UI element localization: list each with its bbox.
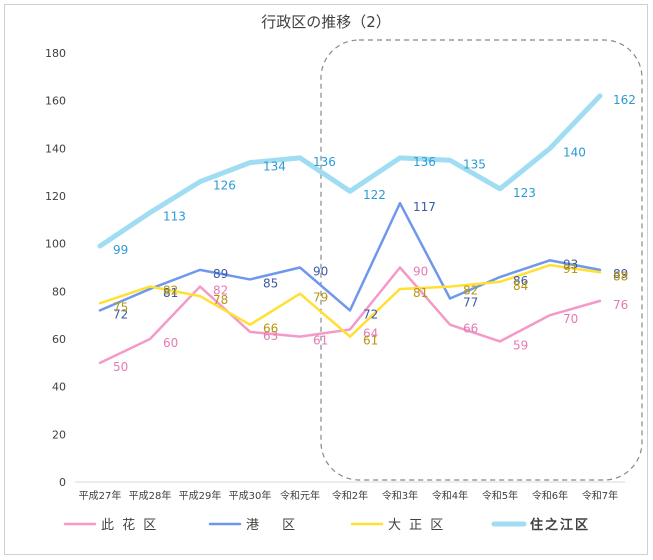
data-label: 72 [363,307,378,321]
y-tick-label: 0 [59,476,66,489]
y-tick-label: 140 [45,142,66,155]
series-line [98,266,602,365]
y-tick-label: 100 [45,238,66,251]
data-label: 61 [363,334,378,348]
data-label: 63 [263,329,278,343]
legend-label: 住之江区 [530,517,590,533]
series-line [97,93,603,249]
data-label: 123 [513,186,536,200]
x-tick-label: 令和6年 [532,489,568,502]
data-label: 77 [463,295,478,309]
x-tick-label: 平成27年 [79,489,122,502]
data-label: 75 [113,300,128,314]
legend: 此 花 区 港 区 大 正 区 住之江区 [63,517,590,533]
data-label: 134 [263,160,286,174]
y-tick-label: 40 [52,381,66,394]
y-tick-label: 60 [52,333,66,346]
y-tick-label: 80 [52,285,66,298]
data-label: 113 [163,210,186,224]
chart-title: 行政区の推移（2） [261,13,391,31]
data-label: 82 [463,284,478,298]
data-label: 60 [163,336,178,350]
y-tick-label: 120 [45,190,66,203]
series-lines [97,93,603,365]
data-label: 76 [613,298,628,312]
x-tick-label: 令和7年 [582,489,618,502]
data-label: 89 [613,267,628,281]
legend-label: 此 花 区 [101,517,158,533]
x-tick-label: 令和4年 [432,489,468,502]
highlight-dashed-box [320,39,643,481]
data-label: 61 [313,334,328,348]
data-label: 93 [563,257,578,271]
legend-label: 大 正 区 [388,518,445,533]
data-label: 140 [563,145,586,159]
y-tick-label: 180 [45,47,66,60]
data-label: 79 [313,291,328,305]
data-label: 78 [213,293,228,307]
x-tick-label: 平成28年 [129,489,172,502]
x-tick-label: 令和元年 [280,489,320,502]
data-label: 81 [413,286,428,300]
y-tick-label: 160 [45,95,66,108]
data-label: 90 [313,265,328,279]
x-axis: 平成27年 平成28年 平成29年 平成30年 令和元年 令和2年 令和3年 令和4年 令和5年… [75,481,625,502]
data-label: 72 [113,307,128,321]
data-label: 70 [563,312,578,326]
data-label: 162 [613,93,636,107]
y-tick-label: 20 [52,428,66,441]
series-line [98,263,602,338]
series-line [98,201,602,312]
x-tick-label: 令和5年 [482,489,518,502]
x-tick-label: 令和2年 [332,489,368,502]
x-tick-label: 令和3年 [382,489,418,502]
data-label: 84 [513,279,528,293]
data-label: 86 [513,274,528,288]
data-label: 88 [613,269,628,283]
data-label: 85 [263,276,278,290]
legend-label: 港 区 [246,518,297,533]
data-label: 122 [363,188,386,202]
y-axis: 0 20 40 60 80 100 120 140 160 180 [45,47,66,489]
chart-frame [4,4,648,555]
data-label: 82 [163,284,178,298]
data-label: 126 [213,179,236,193]
data-label: 66 [463,322,478,336]
data-label: 81 [163,286,178,300]
data-label: 136 [413,155,436,169]
x-tick-label: 平成29年 [179,489,222,502]
data-label: 50 [113,360,128,374]
data-label: 99 [113,243,128,257]
data-label: 64 [363,326,378,340]
data-label: 135 [463,157,486,171]
data-label: 89 [213,267,228,281]
data-label: 90 [413,265,428,279]
data-label: 59 [513,338,528,352]
x-tick-label: 平成30年 [229,489,272,502]
data-label: 82 [213,284,228,298]
data-label: 66 [263,322,278,336]
data-label: 117 [413,200,436,214]
data-label: 91 [563,262,578,276]
data-label: 136 [313,155,336,169]
